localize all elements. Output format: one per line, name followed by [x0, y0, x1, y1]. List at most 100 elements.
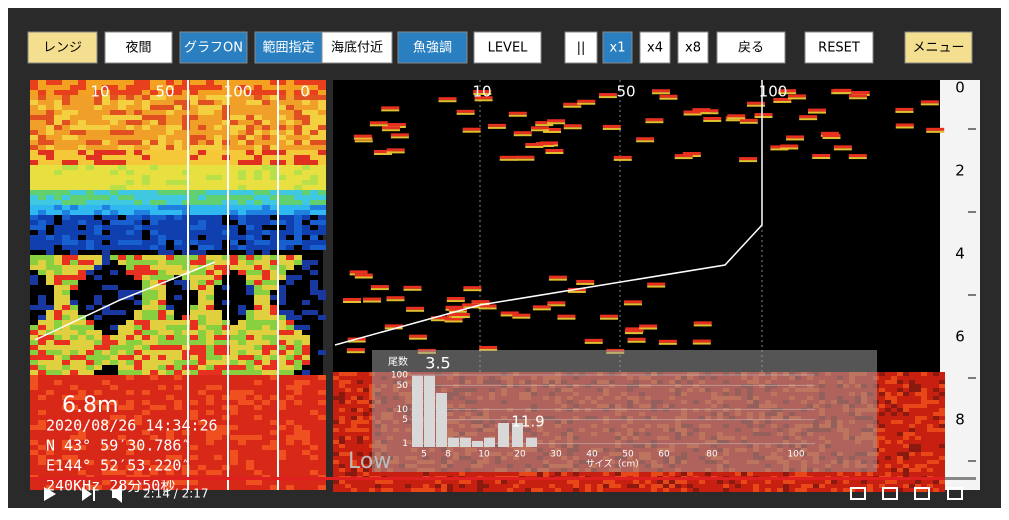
echo-cell — [118, 375, 126, 380]
echo-cell — [70, 355, 78, 360]
echo-cell — [270, 355, 278, 360]
echo-cell — [254, 125, 262, 130]
echo-cell — [318, 230, 326, 235]
echo-cell — [110, 190, 118, 195]
echo-cell — [262, 460, 270, 465]
echo-cell — [38, 180, 46, 185]
echo-cell — [142, 275, 150, 280]
echo-cell — [270, 470, 278, 475]
echo-cell — [150, 380, 158, 385]
echo-cell — [150, 160, 158, 165]
echo-cell — [246, 270, 254, 275]
echo-cell — [70, 170, 78, 175]
echo-cell — [302, 355, 310, 360]
echo-cell — [230, 160, 238, 165]
echo-cell — [62, 350, 70, 355]
seabed-cell — [345, 388, 351, 392]
seabed-cell — [915, 372, 921, 376]
echo-cell — [38, 315, 46, 320]
echo-cell — [142, 370, 150, 375]
echo-cell — [118, 105, 126, 110]
echo-cell — [30, 200, 38, 205]
echo-cell — [246, 215, 254, 220]
echo-cell — [190, 95, 198, 100]
echo-cell — [254, 305, 262, 310]
echo-cell — [70, 175, 78, 180]
seabed-cell — [363, 376, 369, 380]
echo-cell — [62, 380, 70, 385]
seabed-cell — [927, 420, 933, 424]
echo-cell — [70, 90, 78, 95]
echo-cell — [278, 185, 286, 190]
echo-cell — [70, 260, 78, 265]
seabed-cell — [897, 420, 903, 424]
seabed-cell — [939, 444, 945, 448]
echo-cell — [294, 385, 302, 390]
echo-cell — [86, 195, 94, 200]
echo-cell — [230, 105, 238, 110]
echo-cell — [46, 140, 54, 145]
seabed-cell — [885, 416, 891, 420]
echo-cell — [214, 170, 222, 175]
echo-cell — [286, 330, 294, 335]
echo-cell — [246, 180, 254, 185]
echo-cell — [238, 130, 246, 135]
echo-cell — [206, 275, 214, 280]
echo-cell — [294, 110, 302, 115]
echo-cell — [166, 130, 174, 135]
echo-cell — [206, 320, 214, 325]
echo-cell — [30, 170, 38, 175]
echo-cell — [94, 235, 102, 240]
echo-cell — [198, 295, 206, 300]
echo-cell — [262, 280, 270, 285]
echo-cell — [94, 205, 102, 210]
seabed-cell — [333, 436, 339, 440]
echo-cell — [166, 350, 174, 355]
echo-cell — [286, 90, 294, 95]
echo-cell — [206, 295, 214, 300]
seabed-cell — [333, 424, 339, 428]
echo-cell — [126, 230, 134, 235]
echo-cell — [254, 470, 262, 475]
echo-cell — [278, 350, 286, 355]
echo-cell — [278, 130, 286, 135]
seabed-cell — [939, 376, 945, 380]
seabed-cell — [345, 432, 351, 436]
echo-cell — [150, 270, 158, 275]
echo-cell — [310, 90, 318, 95]
echo-cell — [94, 155, 102, 160]
echo-cell — [214, 215, 222, 220]
seabed-cell — [351, 412, 357, 416]
echo-cell — [262, 220, 270, 225]
echo-cell — [206, 195, 214, 200]
echo-cell — [302, 240, 310, 245]
echo-cell — [278, 180, 286, 185]
echo-cell — [134, 165, 142, 170]
echo-cell — [318, 350, 326, 355]
seabed-cell — [363, 436, 369, 440]
echo-cell — [286, 335, 294, 340]
echo-cell — [318, 145, 326, 150]
echo-cell — [278, 285, 286, 290]
echo-cell — [30, 460, 38, 465]
seabed-cell — [927, 404, 933, 408]
echo-cell — [118, 370, 126, 375]
echo-cell — [270, 195, 278, 200]
echo-cell — [78, 330, 86, 335]
echo-cell — [286, 375, 294, 380]
echo-cell — [102, 185, 110, 190]
seabed-cell — [927, 384, 933, 388]
echo-cell — [310, 245, 318, 250]
echo-cell — [246, 240, 254, 245]
echo-cell — [278, 100, 286, 105]
echo-cell — [230, 205, 238, 210]
echo-cell — [206, 145, 214, 150]
echo-cell — [166, 400, 174, 405]
echo-cell — [238, 435, 246, 440]
echo-cell — [294, 140, 302, 145]
echo-cell — [134, 340, 142, 345]
seabed-cell — [897, 448, 903, 452]
echo-cell — [270, 295, 278, 300]
echo-cell — [110, 185, 118, 190]
seabed-cell — [333, 444, 339, 448]
